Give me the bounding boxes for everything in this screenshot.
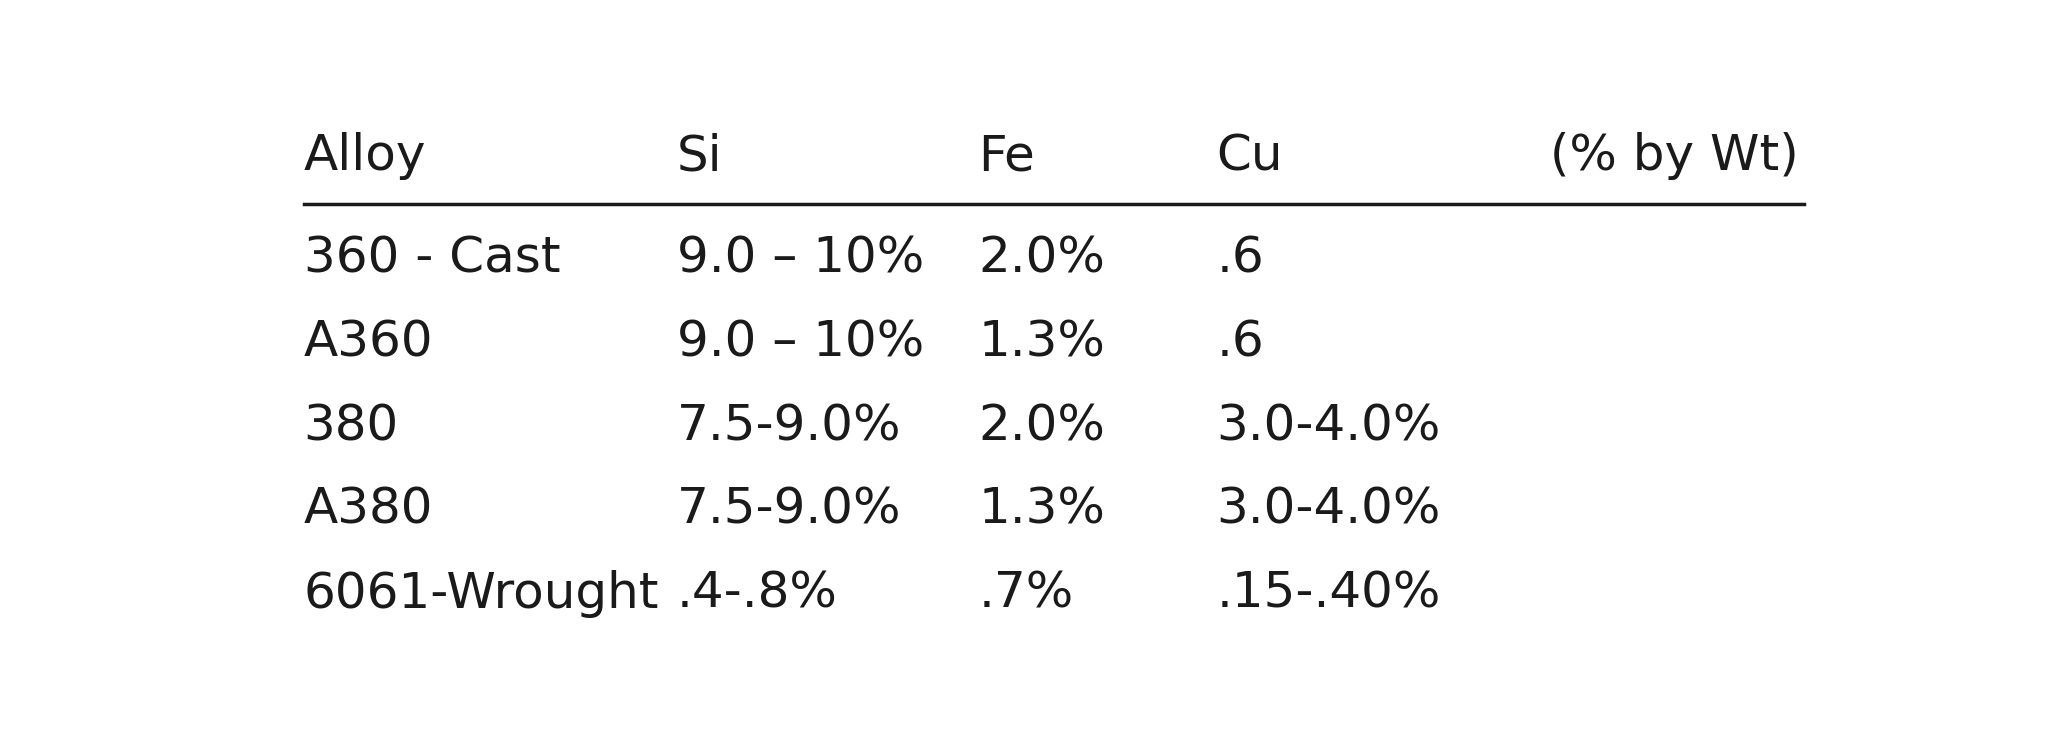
Text: 3.0-4.0%: 3.0-4.0% [1217,402,1440,450]
Text: 9.0 – 10%: 9.0 – 10% [676,318,924,367]
Text: .15-.40%: .15-.40% [1217,570,1440,618]
Text: 7.5-9.0%: 7.5-9.0% [676,486,901,534]
Text: Fe: Fe [979,132,1034,180]
Text: 1.3%: 1.3% [979,318,1106,367]
Text: 380: 380 [303,402,399,450]
Text: 360 - Cast: 360 - Cast [303,234,561,283]
Text: 2.0%: 2.0% [979,402,1106,450]
Text: 1.3%: 1.3% [979,486,1106,534]
Text: 6061-Wrought: 6061-Wrought [303,570,659,618]
Text: 9.0 – 10%: 9.0 – 10% [676,234,924,283]
Text: .6: .6 [1217,318,1264,367]
Text: A360: A360 [303,318,434,367]
Text: Alloy: Alloy [303,132,426,180]
Text: .6: .6 [1217,234,1264,283]
Text: Cu: Cu [1217,132,1282,180]
Text: 2.0%: 2.0% [979,234,1106,283]
Text: (% by Wt): (% by Wt) [1550,132,1798,180]
Text: 7.5-9.0%: 7.5-9.0% [676,402,901,450]
Text: A380: A380 [303,486,432,534]
Text: Si: Si [676,132,723,180]
Text: .7%: .7% [979,570,1073,618]
Text: .4-.8%: .4-.8% [676,570,838,618]
Text: 3.0-4.0%: 3.0-4.0% [1217,486,1440,534]
